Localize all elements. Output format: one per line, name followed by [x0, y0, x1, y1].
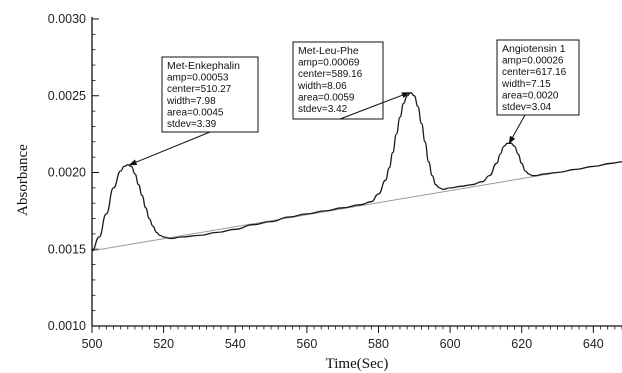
annotation-param: width=7.15 — [501, 79, 551, 90]
annotation-param: width=7.98 — [166, 96, 216, 107]
y-tick-label: 0.0015 — [48, 242, 86, 256]
y-tick-label: 0.0030 — [48, 12, 86, 26]
annotation-arrow — [508, 114, 526, 145]
annotation-param: stdev=3.42 — [298, 104, 348, 115]
x-axis-title: Time(Sec) — [326, 356, 389, 372]
annotation-param: center=589.16 — [298, 69, 363, 80]
annotation-param: width=8.06 — [297, 81, 347, 92]
x-tick-label: 540 — [225, 337, 246, 351]
annotation-param: amp=0.00053 — [167, 73, 229, 84]
y-tick-label: 0.0025 — [48, 89, 86, 103]
annotation-param: stdev=3.39 — [167, 119, 217, 130]
annotation-arrow — [339, 92, 410, 120]
annotation-param: stdev=3.04 — [502, 102, 552, 113]
annotation-param: area=0.0059 — [298, 92, 355, 103]
annotation-met-leu-phe: Met-Leu-Pheamp=0.00069center=589.16width… — [292, 41, 410, 120]
y-axis-title: Absorbance — [15, 144, 31, 216]
x-tick-label: 620 — [511, 337, 532, 351]
baseline-line — [91, 161, 622, 252]
baseline-layer — [91, 161, 622, 252]
annotation-box — [161, 56, 259, 133]
absorbance-trace — [91, 92, 622, 252]
annotation-box — [496, 39, 580, 116]
annotation-arrow — [128, 131, 211, 166]
annotation-param: amp=0.00069 — [298, 58, 360, 69]
annotation-param: area=0.0045 — [167, 107, 224, 118]
axes: 0.0010 0.0015 0.0020 0.0025 0.0030 500 520 540 5… — [48, 12, 622, 351]
x-tick-label: 560 — [296, 337, 317, 351]
x-tick-label: 640 — [583, 337, 604, 351]
x-tick-label: 500 — [82, 337, 103, 351]
annotation-param: center=510.27 — [167, 84, 232, 95]
annotation-param: area=0.0020 — [502, 90, 559, 101]
x-tick-label: 520 — [153, 337, 174, 351]
series-layer — [91, 92, 622, 252]
y-tick-label: 0.0020 — [48, 166, 86, 180]
x-tick-label: 580 — [368, 337, 389, 351]
annotation-box — [292, 41, 384, 120]
annotation-title: Met-Enkephalin — [167, 60, 240, 72]
annotation-met-enkephalin: Met-Enkephalinamp=0.00053center=510.27wi… — [128, 56, 259, 166]
annotation-param: center=617.16 — [502, 67, 567, 78]
annotation-param: amp=0.00026 — [502, 56, 564, 67]
y-tick-label: 0.0010 — [48, 319, 86, 333]
annotation-angiotensin-1: Angiotensin 1amp=0.00026center=617.16wid… — [496, 39, 580, 145]
annotation-layer: Met-Enkephalinamp=0.00053center=510.27wi… — [128, 39, 580, 166]
annotation-title: Met-Leu-Phe — [298, 45, 359, 57]
annotation-title: Angiotensin 1 — [502, 43, 566, 55]
x-tick-label: 600 — [440, 337, 461, 351]
